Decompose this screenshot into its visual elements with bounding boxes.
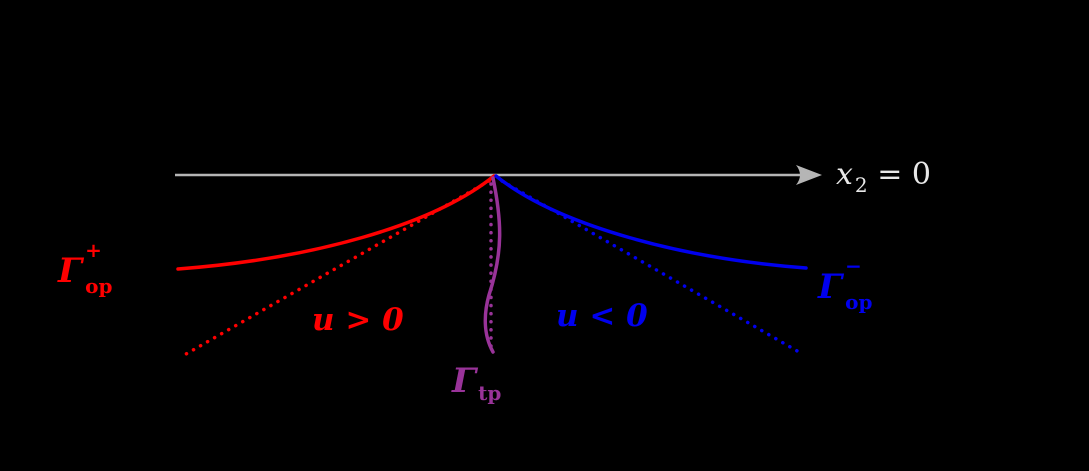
subscript-op: op bbox=[845, 290, 873, 314]
red-solid-curve bbox=[176, 174, 496, 271]
purple-solid-curve bbox=[483, 176, 502, 354]
gamma-op-minus-scripts: − op bbox=[845, 256, 887, 312]
subscript-tp: tp bbox=[478, 381, 502, 405]
gamma-symbol: Γ bbox=[818, 267, 843, 307]
gamma-symbol: Γ bbox=[58, 251, 83, 291]
axis-equation-rest: = 0 bbox=[867, 157, 931, 192]
subscript-op: op bbox=[85, 274, 113, 298]
gamma-op-minus-label: Γ − op bbox=[818, 256, 887, 312]
superscript-minus: − bbox=[845, 254, 862, 278]
blue-solid-curve bbox=[494, 174, 808, 270]
axis-variable: x bbox=[836, 157, 853, 192]
region-label-u-positive: u > 0 bbox=[312, 302, 404, 338]
axis-variable-subscript: 2 bbox=[854, 173, 868, 197]
region-label-u-negative: u < 0 bbox=[556, 298, 648, 334]
arrowhead-icon bbox=[796, 165, 822, 185]
superscript-plus: + bbox=[85, 238, 102, 262]
gamma-op-plus-scripts: + op bbox=[85, 240, 127, 296]
gamma-op-plus-label: Γ + op bbox=[58, 240, 127, 296]
gamma-symbol: Γ bbox=[452, 361, 477, 401]
